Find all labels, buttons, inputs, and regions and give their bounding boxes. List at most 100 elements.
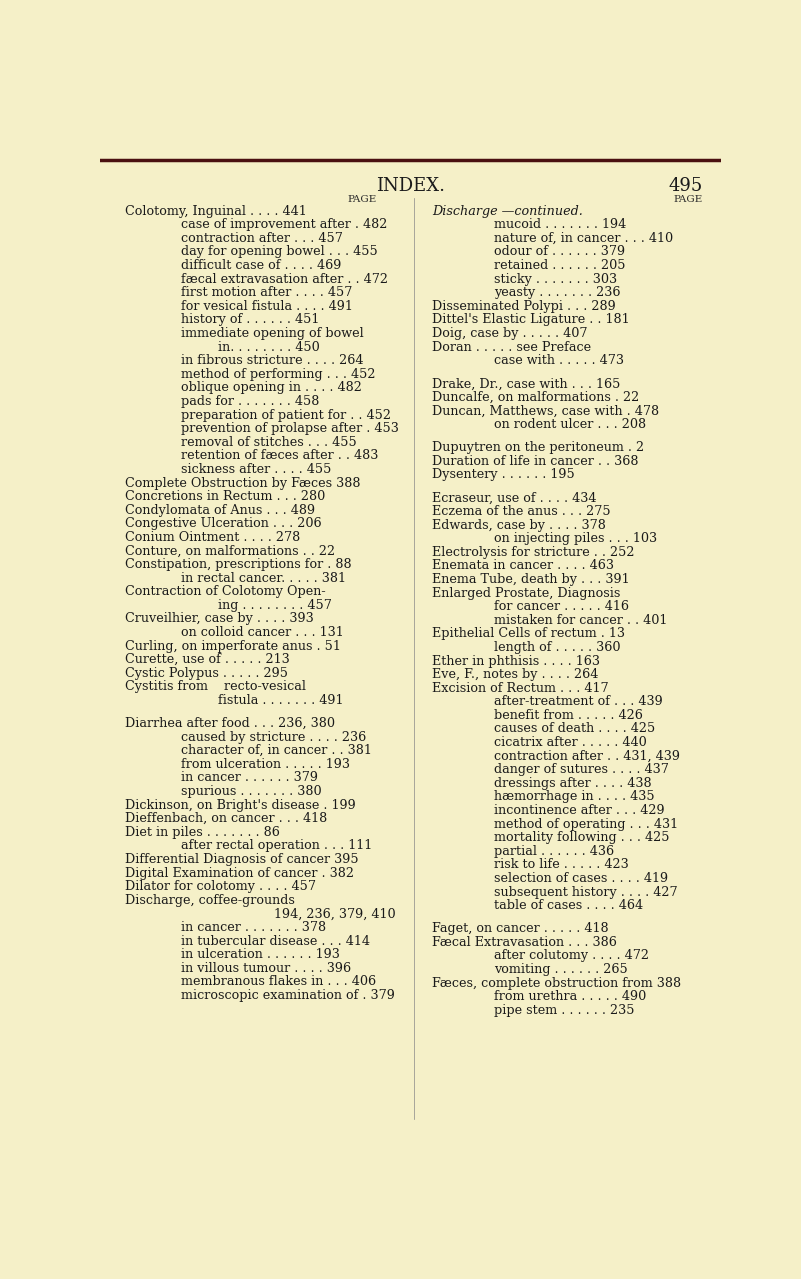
Text: Constipation, prescriptions for . 88: Constipation, prescriptions for . 88 (125, 558, 352, 570)
Text: membranous flakes in . . . 406: membranous flakes in . . . 406 (181, 976, 376, 989)
Text: Dupuytren on the peritoneum . 2: Dupuytren on the peritoneum . 2 (433, 441, 644, 454)
Text: Doig, case by . . . . . 407: Doig, case by . . . . . 407 (433, 327, 588, 340)
Text: difficult case of . . . . 469: difficult case of . . . . 469 (181, 260, 341, 272)
Text: Electrolysis for stricture . . 252: Electrolysis for stricture . . 252 (433, 546, 634, 559)
Text: on colloid cancer . . . 131: on colloid cancer . . . 131 (181, 625, 344, 640)
Text: mistaken for cancer . . 401: mistaken for cancer . . 401 (494, 614, 668, 627)
Text: for vesical fistula . . . . 491: for vesical fistula . . . . 491 (181, 299, 352, 313)
Text: Duncalfe, on malformations . 22: Duncalfe, on malformations . 22 (433, 391, 639, 404)
Text: nature of, in cancer . . . 410: nature of, in cancer . . . 410 (494, 231, 674, 244)
Text: first motion after . . . . 457: first motion after . . . . 457 (181, 286, 352, 299)
Text: Diarrhea after food . . . 236, 380: Diarrhea after food . . . 236, 380 (125, 718, 335, 730)
Text: Enlarged Prostate, Diagnosis: Enlarged Prostate, Diagnosis (433, 587, 621, 600)
Text: in cancer . . . . . . 379: in cancer . . . . . . 379 (181, 771, 318, 784)
Text: from ulceration . . . . . 193: from ulceration . . . . . 193 (181, 758, 350, 771)
Text: in rectal cancer. . . . . 381: in rectal cancer. . . . . 381 (181, 572, 346, 585)
Text: oblique opening in . . . . 482: oblique opening in . . . . 482 (181, 381, 362, 394)
Text: case with . . . . . 473: case with . . . . . 473 (494, 354, 624, 367)
Text: fistula . . . . . . . 491: fistula . . . . . . . 491 (218, 694, 344, 707)
Text: caused by stricture . . . . 236: caused by stricture . . . . 236 (181, 730, 366, 743)
Text: Curling, on imperforate anus . 51: Curling, on imperforate anus . 51 (125, 640, 341, 652)
Text: Eczema of the anus . . . 275: Eczema of the anus . . . 275 (433, 505, 611, 518)
Text: hæmorrhage in . . . . 435: hæmorrhage in . . . . 435 (494, 790, 655, 803)
Text: in tubercular disease . . . 414: in tubercular disease . . . 414 (181, 935, 370, 948)
Text: in cancer . . . . . . . 378: in cancer . . . . . . . 378 (181, 921, 326, 934)
Text: odour of . . . . . . 379: odour of . . . . . . 379 (494, 246, 626, 258)
Text: Discharge, coffee-grounds: Discharge, coffee-grounds (125, 894, 295, 907)
Text: Enema Tube, death by . . . 391: Enema Tube, death by . . . 391 (433, 573, 630, 586)
Text: Conture, on malformations . . 22: Conture, on malformations . . 22 (125, 545, 335, 558)
Text: after rectal operation . . . 111: after rectal operation . . . 111 (181, 839, 372, 852)
Text: Drake, Dr., case with . . . 165: Drake, Dr., case with . . . 165 (433, 377, 621, 390)
Text: in ulceration . . . . . . 193: in ulceration . . . . . . 193 (181, 948, 340, 961)
Text: on injecting piles . . . 103: on injecting piles . . . 103 (494, 532, 658, 545)
Text: microscopic examination of . 379: microscopic examination of . 379 (181, 989, 395, 1001)
Text: mortality following . . . 425: mortality following . . . 425 (494, 831, 670, 844)
Text: vomiting . . . . . . 265: vomiting . . . . . . 265 (494, 963, 628, 976)
Text: pads for . . . . . . . 458: pads for . . . . . . . 458 (181, 395, 320, 408)
Text: in villous tumour . . . . 396: in villous tumour . . . . 396 (181, 962, 351, 975)
Text: case of improvement after . 482: case of improvement after . 482 (181, 219, 387, 231)
Text: contraction after . . 431, 439: contraction after . . 431, 439 (494, 749, 680, 762)
Text: retention of fæces after . . 483: retention of fæces after . . 483 (181, 449, 378, 462)
Text: from urethra . . . . . 490: from urethra . . . . . 490 (494, 990, 646, 1003)
Text: retained . . . . . . 205: retained . . . . . . 205 (494, 260, 626, 272)
Text: Enemata in cancer . . . . 463: Enemata in cancer . . . . 463 (433, 559, 614, 573)
Text: Discharge —continued.: Discharge —continued. (433, 205, 583, 217)
Text: Cystic Polypus . . . . . 295: Cystic Polypus . . . . . 295 (125, 666, 288, 679)
Text: spurious . . . . . . . 380: spurious . . . . . . . 380 (181, 785, 321, 798)
Text: Contraction of Colotomy Open-: Contraction of Colotomy Open- (125, 586, 325, 599)
Text: Epithelial Cells of rectum . 13: Epithelial Cells of rectum . 13 (433, 628, 626, 641)
Text: contraction after . . . 457: contraction after . . . 457 (181, 231, 343, 244)
Text: Conium Ointment . . . . 278: Conium Ointment . . . . 278 (125, 531, 300, 544)
Text: Condylomata of Anus . . . 489: Condylomata of Anus . . . 489 (125, 504, 315, 517)
Text: Dittel's Elastic Ligature . . 181: Dittel's Elastic Ligature . . 181 (433, 313, 630, 326)
Text: Curette, use of . . . . . 213: Curette, use of . . . . . 213 (125, 654, 290, 666)
Text: Colotomy, Inguinal . . . . 441: Colotomy, Inguinal . . . . 441 (125, 205, 307, 217)
Text: cicatrix after . . . . . 440: cicatrix after . . . . . 440 (494, 737, 647, 749)
Text: Dysentery . . . . . . 195: Dysentery . . . . . . 195 (433, 468, 575, 481)
Text: risk to life . . . . . 423: risk to life . . . . . 423 (494, 858, 629, 871)
Text: PAGE: PAGE (673, 194, 702, 203)
Text: pipe stem . . . . . . 235: pipe stem . . . . . . 235 (494, 1004, 635, 1017)
Text: mucoid . . . . . . . 194: mucoid . . . . . . . 194 (494, 219, 626, 231)
Text: Cruveilhier, case by . . . . 393: Cruveilhier, case by . . . . 393 (125, 613, 314, 625)
Text: Ecraseur, use of . . . . 434: Ecraseur, use of . . . . 434 (433, 491, 597, 504)
Text: 194, 236, 379, 410: 194, 236, 379, 410 (274, 907, 396, 921)
Text: on rodent ulcer . . . 208: on rodent ulcer . . . 208 (494, 418, 646, 431)
Text: incontinence after . . . 429: incontinence after . . . 429 (494, 804, 665, 817)
Text: method of operating . . . 431: method of operating . . . 431 (494, 817, 678, 830)
Text: Fæces, complete obstruction from 388: Fæces, complete obstruction from 388 (433, 977, 682, 990)
Text: benefit from . . . . . 426: benefit from . . . . . 426 (494, 709, 643, 721)
Text: removal of stitches . . . 455: removal of stitches . . . 455 (181, 436, 356, 449)
Text: Excision of Rectum . . . 417: Excision of Rectum . . . 417 (433, 682, 609, 694)
Text: PAGE: PAGE (347, 194, 376, 203)
Text: Dieffenbach, on cancer . . . 418: Dieffenbach, on cancer . . . 418 (125, 812, 327, 825)
Text: Disseminated Polypi . . . 289: Disseminated Polypi . . . 289 (433, 299, 616, 313)
Text: INDEX.: INDEX. (376, 177, 445, 196)
Text: Ether in phthisis . . . . 163: Ether in phthisis . . . . 163 (433, 655, 600, 668)
Text: 495: 495 (668, 177, 702, 196)
Text: preparation of patient for . . 452: preparation of patient for . . 452 (181, 408, 391, 422)
Text: character of, in cancer . . 381: character of, in cancer . . 381 (181, 744, 372, 757)
Text: yeasty . . . . . . . 236: yeasty . . . . . . . 236 (494, 286, 621, 299)
Text: dressings after . . . . 438: dressings after . . . . 438 (494, 776, 652, 790)
Text: in fibrous stricture . . . . 264: in fibrous stricture . . . . 264 (181, 354, 364, 367)
Text: danger of sutures . . . . 437: danger of sutures . . . . 437 (494, 764, 669, 776)
Text: selection of cases . . . . 419: selection of cases . . . . 419 (494, 872, 669, 885)
Text: Complete Obstruction by Fæces 388: Complete Obstruction by Fæces 388 (125, 477, 360, 490)
Text: sickness after . . . . 455: sickness after . . . . 455 (181, 463, 331, 476)
Text: Cystitis from    recto-vesical: Cystitis from recto-vesical (125, 680, 306, 693)
Text: Diet in piles . . . . . . . 86: Diet in piles . . . . . . . 86 (125, 826, 280, 839)
Text: partial . . . . . . 436: partial . . . . . . 436 (494, 845, 614, 858)
Text: after colutomy . . . . 472: after colutomy . . . . 472 (494, 949, 650, 963)
Text: after-treatment of . . . 439: after-treatment of . . . 439 (494, 696, 663, 709)
Text: Duncan, Matthews, case with . 478: Duncan, Matthews, case with . 478 (433, 404, 659, 417)
Text: Digital Examination of cancer . 382: Digital Examination of cancer . 382 (125, 867, 354, 880)
Text: ing . . . . . . . . 457: ing . . . . . . . . 457 (218, 599, 332, 611)
Text: fæcal extravasation after . . 472: fæcal extravasation after . . 472 (181, 272, 388, 285)
Text: causes of death . . . . 425: causes of death . . . . 425 (494, 723, 655, 735)
Text: method of performing . . . 452: method of performing . . . 452 (181, 368, 376, 381)
Text: length of . . . . . 360: length of . . . . . 360 (494, 641, 621, 654)
Text: Dickinson, on Bright's disease . 199: Dickinson, on Bright's disease . 199 (125, 798, 356, 812)
